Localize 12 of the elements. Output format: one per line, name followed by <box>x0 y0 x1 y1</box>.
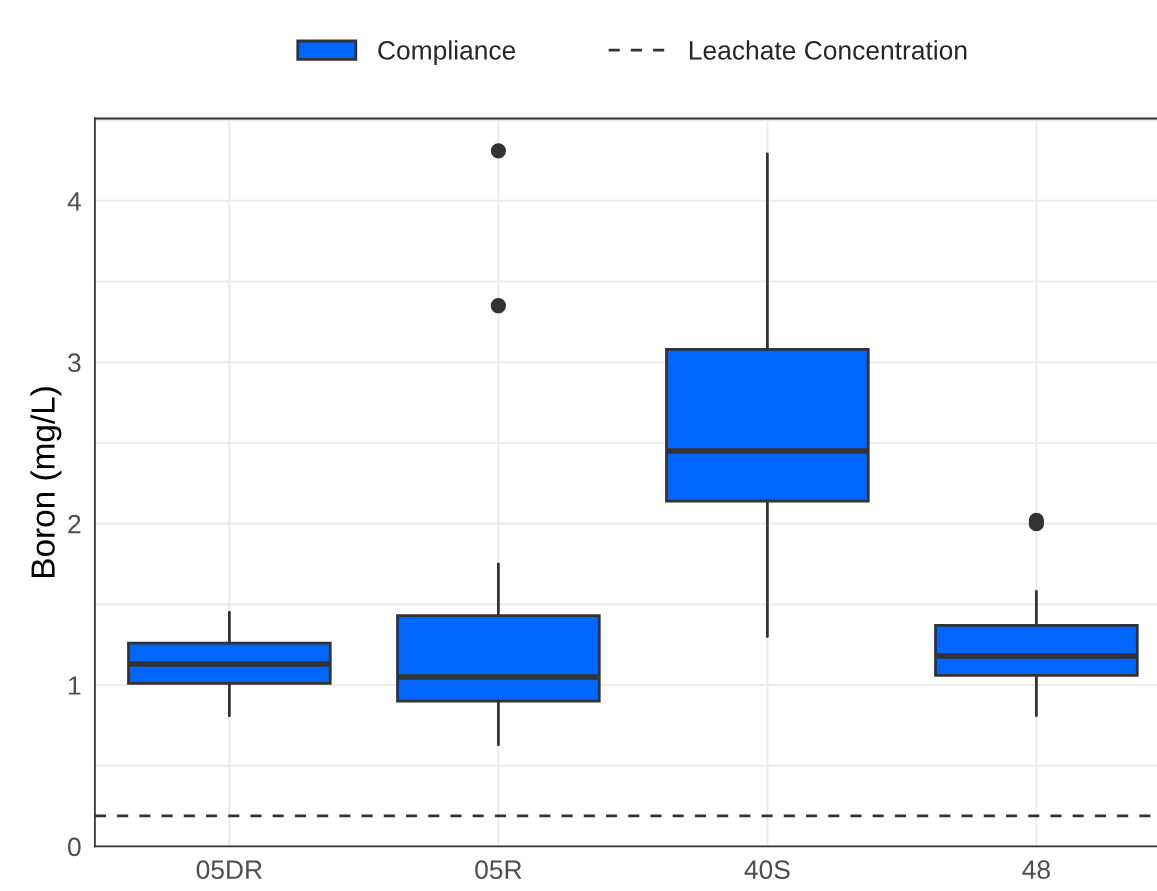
x-tick-label: 40S <box>744 860 790 880</box>
y-tick-label: 4 <box>67 192 81 211</box>
y-tick-label: 0 <box>68 837 81 857</box>
y-tick-label: 3 <box>68 353 81 373</box>
y-axis-title: Boron (mg/L) <box>30 387 62 577</box>
legend-label: Leachate Concentration <box>689 40 967 60</box>
x-tick-label: 05DR <box>196 860 262 880</box>
x-tick-label: 05R <box>475 860 522 880</box>
x-tick-label: 48 <box>1022 860 1050 880</box>
legend-label: Compliance <box>378 40 516 65</box>
y-tick-label: 1 <box>69 676 81 695</box>
y-tick-label: 2 <box>68 514 81 534</box>
